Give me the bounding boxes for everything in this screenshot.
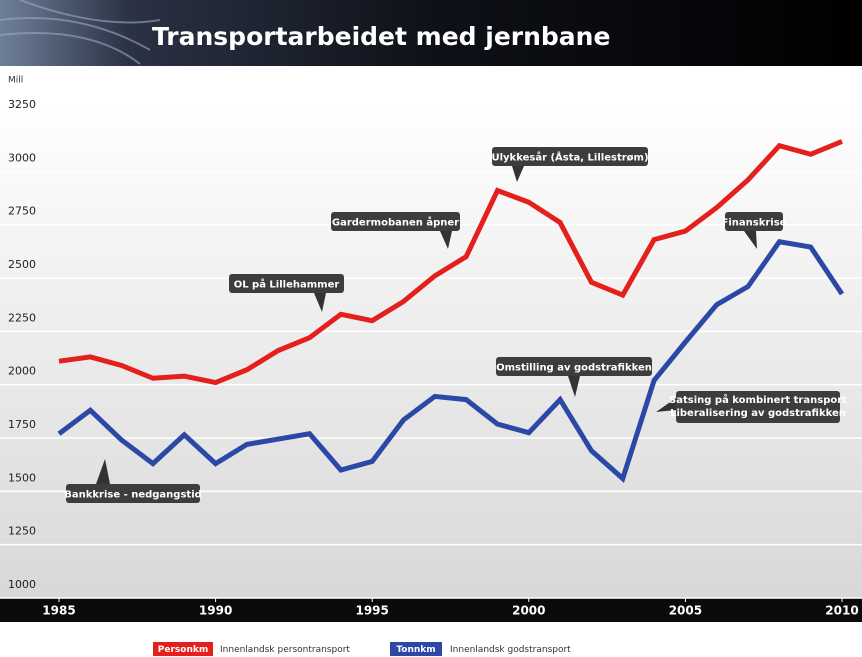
- chart-title: Transportarbeidet med jernbane: [152, 22, 610, 51]
- y-tick-label: 3000: [8, 151, 36, 164]
- chart: Transportarbeidet med jernbane Mill 1000…: [0, 0, 862, 657]
- legend-description: Innenlandsk godstransport: [450, 645, 571, 655]
- x-tick-label: 1985: [42, 604, 75, 618]
- x-tick-label: 2005: [669, 604, 702, 618]
- annotation-text: Bankkrise - nedgangstid: [64, 490, 202, 501]
- y-tick-label: 1750: [8, 418, 36, 431]
- annotation-text: Liberalisering av godstrafikken: [670, 408, 846, 419]
- x-axis-bar: [0, 598, 862, 622]
- x-tick-label: 1995: [355, 604, 388, 618]
- y-tick-label: 1250: [8, 525, 36, 538]
- annotation-text: Satsing på kombinert transport: [669, 393, 847, 406]
- legend-label: Personkm: [158, 645, 208, 655]
- y-tick-label: 2000: [8, 365, 36, 378]
- legend-description: Innenlandsk persontransport: [220, 645, 350, 655]
- x-tick-label: 2010: [825, 604, 858, 618]
- y-tick-label: 1500: [8, 471, 36, 484]
- y-axis-label: Mill: [8, 76, 23, 86]
- y-tick-label: 2500: [8, 258, 36, 271]
- annotation-text: Omstilling av godstrafikken: [496, 363, 652, 374]
- x-tick-label: 1990: [199, 604, 232, 618]
- y-tick-label: 2250: [8, 311, 36, 324]
- annotation-text: Ulykkesår (Åsta, Lillestrøm): [491, 151, 648, 164]
- annotation-text: OL på Lillehammer: [234, 278, 340, 291]
- y-tick-label: 1000: [8, 578, 36, 591]
- annotation-text: Gardermobanen åpner: [332, 216, 459, 229]
- annotation-text: Finanskrise: [722, 218, 787, 229]
- plot-background: [0, 105, 862, 598]
- y-tick-label: 3250: [8, 98, 36, 111]
- y-tick-label: 2750: [8, 205, 36, 218]
- legend-label: Tonnkm: [396, 645, 435, 655]
- x-tick-label: 2000: [512, 604, 545, 618]
